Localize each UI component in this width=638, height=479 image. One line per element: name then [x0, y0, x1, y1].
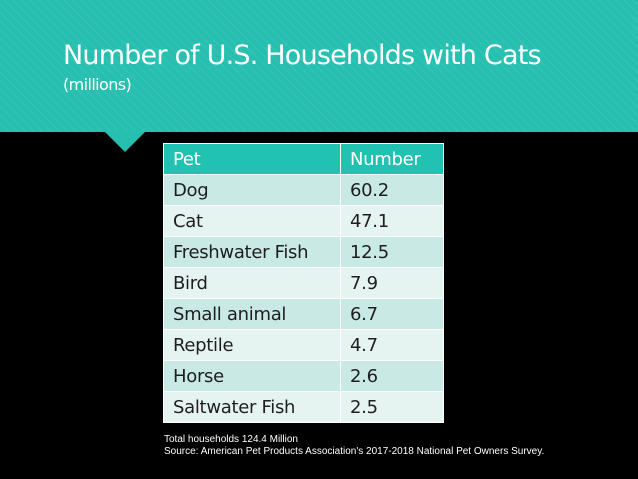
number-cell: 2.5 — [340, 391, 444, 423]
table-row: Horse 2.6 — [163, 360, 444, 392]
number-cell: 4.7 — [340, 329, 444, 361]
table-header-row: Pet Number — [163, 143, 444, 175]
pet-cell: Horse — [163, 360, 341, 392]
footnote: Total households 124.4 Million Source: A… — [164, 434, 564, 457]
table-row: Reptile 4.7 — [163, 329, 444, 361]
number-cell: 6.7 — [340, 298, 444, 330]
total-households-note: Total households 124.4 Million — [164, 434, 298, 445]
table-row: Cat 47.1 — [163, 205, 444, 237]
page-title: Number of U.S. Households with Cats — [63, 40, 542, 71]
pet-cell: Freshwater Fish — [163, 236, 341, 268]
number-cell: 12.5 — [340, 236, 444, 268]
pet-cell: Bird — [163, 267, 341, 299]
pets-table: Pet Number Dog 60.2 Cat 47.1 Freshwater … — [163, 143, 444, 423]
table-row: Saltwater Fish 2.5 — [163, 391, 444, 423]
table-row: Freshwater Fish 12.5 — [163, 236, 444, 268]
column-header-pet: Pet — [163, 143, 341, 175]
number-cell: 7.9 — [340, 267, 444, 299]
column-header-number: Number — [340, 143, 444, 175]
table-row: Dog 60.2 — [163, 174, 444, 206]
table-row: Small animal 6.7 — [163, 298, 444, 330]
pet-cell: Cat — [163, 205, 341, 237]
number-cell: 60.2 — [340, 174, 444, 206]
pet-cell: Dog — [163, 174, 341, 206]
title-banner: Number of U.S. Households with Cats (mil… — [0, 0, 638, 132]
table-row: Bird 7.9 — [163, 267, 444, 299]
source-note: Source: American Pet Products Associatio… — [164, 445, 545, 457]
number-cell: 2.6 — [340, 360, 444, 392]
number-cell: 47.1 — [340, 205, 444, 237]
pet-cell: Small animal — [163, 298, 341, 330]
banner-notch-arrow — [104, 131, 146, 152]
pet-cell: Reptile — [163, 329, 341, 361]
pet-cell: Saltwater Fish — [163, 391, 341, 423]
page-subtitle: (millions) — [63, 75, 132, 94]
